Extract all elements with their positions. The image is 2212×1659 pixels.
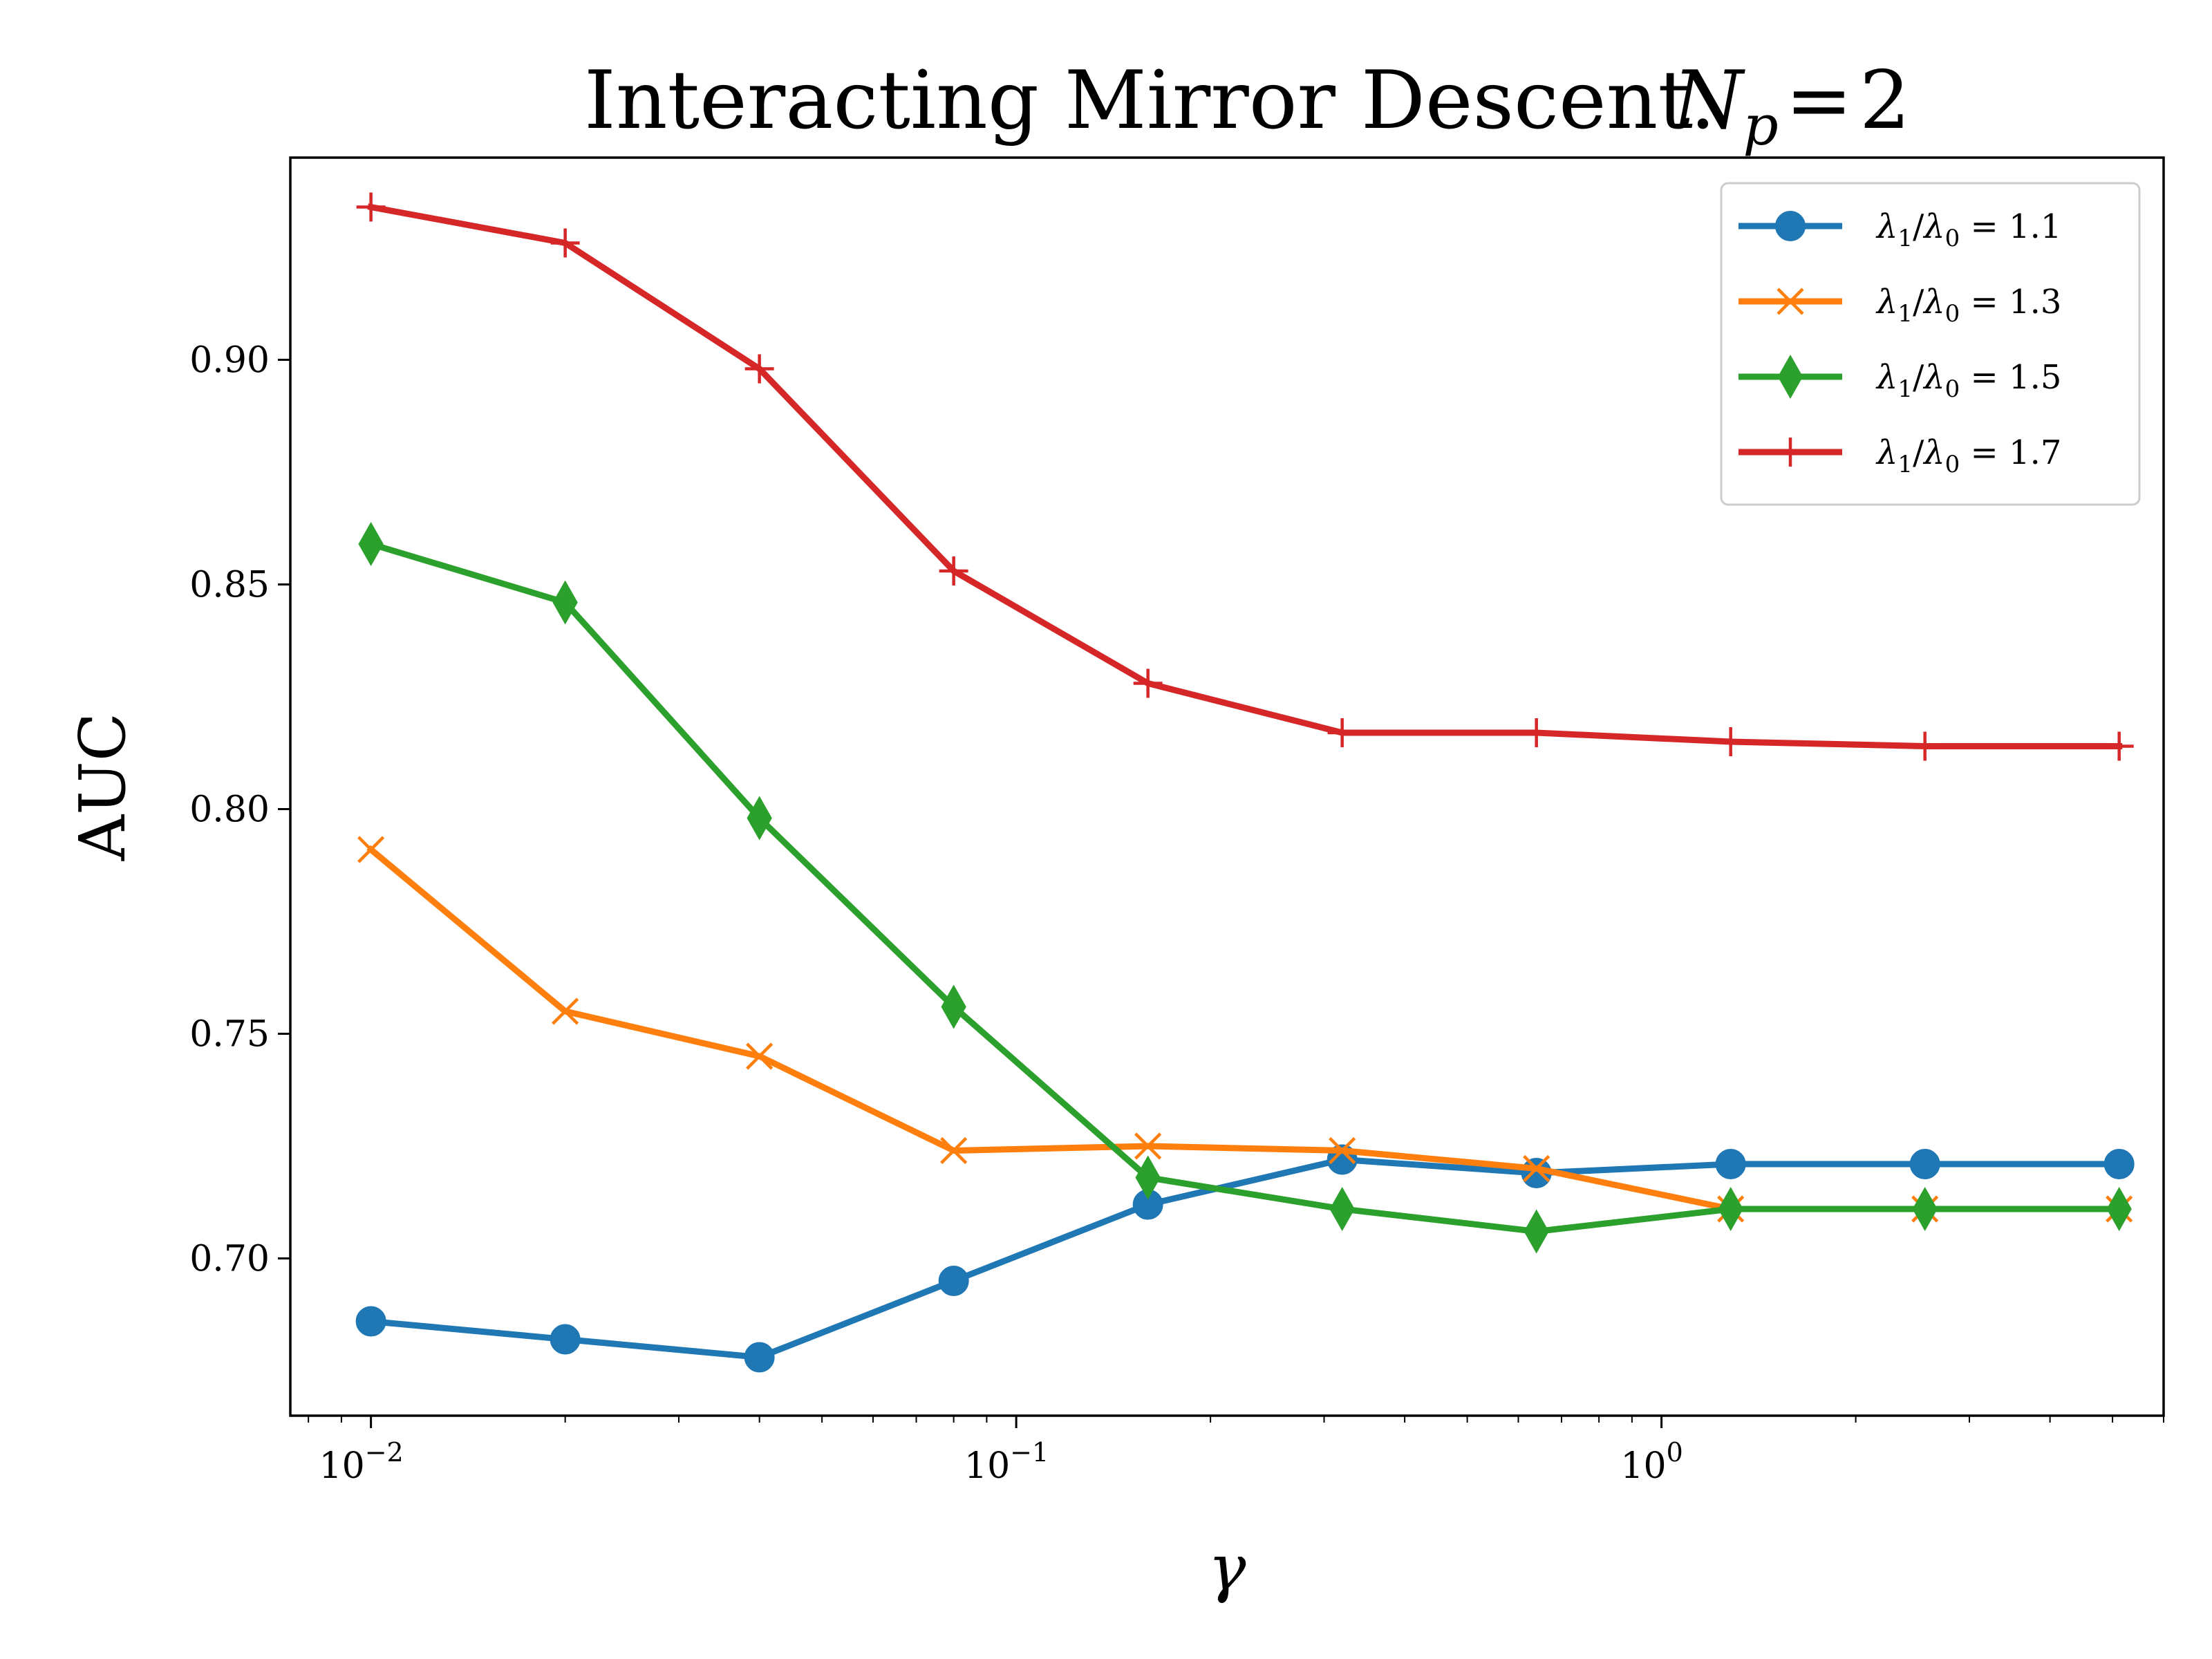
x-axis-label: γ xyxy=(1208,1531,1247,1605)
chart-title-math-relation: = xyxy=(1785,54,1853,147)
data-point-0-0 xyxy=(355,1306,386,1337)
chart-title-text: Interacting Mirror Descent. xyxy=(584,54,1716,147)
series-line-0 xyxy=(367,1156,2123,1360)
plot-area xyxy=(355,192,2135,1373)
x-tick-label-2: 100 xyxy=(1620,1437,1683,1487)
data-point-2-2 xyxy=(747,796,772,841)
y-tick-label-0: 0.70 xyxy=(189,1239,270,1280)
axes: 0.70 0.75 0.80 0.85 0.90 10−2 10−1 100 xyxy=(189,156,2165,1487)
data-point-2-7 xyxy=(1718,1186,1743,1232)
data-point-1-3 xyxy=(940,1136,968,1165)
series-0 xyxy=(355,1144,2135,1373)
data-point-3-4 xyxy=(1133,668,1163,698)
series-line-1 xyxy=(366,845,2123,1212)
data-point-2-0 xyxy=(358,521,384,567)
data-point-1-5 xyxy=(1329,1136,1356,1165)
data-point-3-6 xyxy=(1521,718,1551,747)
plot-frame xyxy=(289,156,2165,1417)
legend-label-1: λ1/λ0 = 1.3 xyxy=(1875,283,2061,328)
y-tick-label-4: 0.90 xyxy=(189,340,270,382)
data-point-2-1 xyxy=(552,580,578,625)
data-point-3-9 xyxy=(2104,731,2134,761)
data-point-3-2 xyxy=(744,354,774,384)
legend-label-0: λ1/λ0 = 1.1 xyxy=(1875,207,2061,252)
legend-item-1: λ1/λ0 = 1.3 xyxy=(1738,283,2061,328)
data-point-3-3 xyxy=(939,556,968,585)
x-tick-label-1: 10−1 xyxy=(964,1437,1049,1487)
chart-title-math-symbol: N xyxy=(1671,54,1745,147)
legend-label-2: λ1/λ0 = 1.5 xyxy=(1875,358,2061,403)
data-point-1-2 xyxy=(746,1042,774,1070)
legend-label-3: λ1/λ0 = 1.7 xyxy=(1875,433,2061,478)
data-point-0-3 xyxy=(938,1266,969,1296)
data-point-0-1 xyxy=(550,1324,581,1355)
data-point-3-8 xyxy=(1910,731,1940,761)
data-point-1-6 xyxy=(1523,1154,1550,1183)
legend: λ1/λ0 = 1.1 λ1/λ0 = 1.3 λ1/λ0 = 1.5 λ1/λ0 =… xyxy=(1720,182,2141,506)
data-point-2-4 xyxy=(1135,1155,1161,1200)
data-point-2-9 xyxy=(2106,1186,2132,1232)
legend-marker-1 xyxy=(1777,288,1804,315)
data-point-0-8 xyxy=(1909,1149,1940,1179)
series-3 xyxy=(356,192,2134,761)
series-line-3 xyxy=(367,203,2123,749)
data-point-2-3 xyxy=(941,984,966,1029)
legend-item-2: λ1/λ0 = 1.5 xyxy=(1738,354,2061,403)
series-line-2 xyxy=(366,540,2123,1235)
chart-title-math: Np=2 xyxy=(1671,54,1911,158)
legend-item-0: λ1/λ0 = 1.1 xyxy=(1738,207,2061,252)
data-point-1-1 xyxy=(552,997,579,1025)
chart-title: Interacting Mirror Descent. Np=2 xyxy=(584,54,1911,158)
data-point-2-8 xyxy=(1912,1186,1938,1232)
data-point-2-5 xyxy=(1329,1186,1355,1232)
data-point-1-0 xyxy=(357,836,385,863)
y-tick-label-2: 0.80 xyxy=(189,789,270,831)
legend-marker-0 xyxy=(1775,211,1806,241)
data-point-3-0 xyxy=(356,192,386,222)
y-tick-label-3: 0.85 xyxy=(189,565,270,606)
x-tick-label-0: 10−2 xyxy=(319,1437,404,1487)
y-tick-label-1: 0.75 xyxy=(189,1014,270,1056)
legend-item-3: λ1/λ0 = 1.7 xyxy=(1738,433,2061,478)
chart-title-math-subscript: p xyxy=(1743,93,1779,158)
series-2 xyxy=(358,521,2132,1254)
legend-marker-3 xyxy=(1776,438,1805,467)
legend-marker-2 xyxy=(1777,354,1803,400)
data-point-0-2 xyxy=(744,1342,775,1373)
chart-title-math-value: 2 xyxy=(1859,54,1911,147)
data-point-3-1 xyxy=(550,228,580,258)
data-point-3-5 xyxy=(1327,718,1357,747)
data-point-2-6 xyxy=(1524,1209,1549,1254)
data-point-0-9 xyxy=(2103,1149,2135,1179)
legend-box xyxy=(1720,182,2141,506)
data-point-0-7 xyxy=(1715,1149,1746,1179)
data-point-3-7 xyxy=(1716,727,1745,756)
y-axis-label: AUC xyxy=(66,713,140,861)
data-point-1-4 xyxy=(1134,1132,1162,1160)
